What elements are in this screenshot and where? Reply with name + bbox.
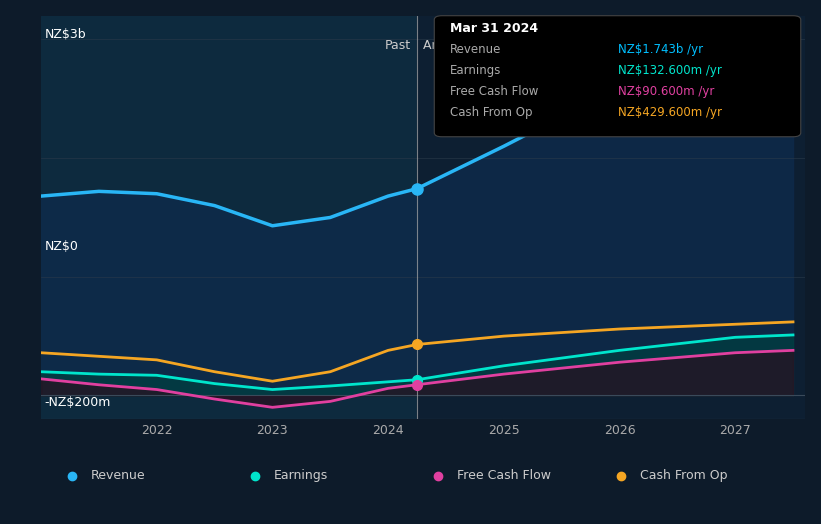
Bar — [417, 16, 805, 419]
Text: Cash From Op: Cash From Op — [450, 106, 532, 119]
Text: -NZ$200m: -NZ$200m — [45, 396, 111, 409]
Text: NZ$0: NZ$0 — [45, 239, 79, 253]
Text: NZ$90.600m /yr: NZ$90.600m /yr — [617, 85, 714, 97]
Text: Cash From Op: Cash From Op — [640, 469, 728, 482]
Text: NZ$3b: NZ$3b — [45, 28, 86, 41]
Text: Revenue: Revenue — [450, 43, 501, 56]
Text: Mar 31 2024: Mar 31 2024 — [450, 22, 538, 35]
Text: NZ$1.743b /yr: NZ$1.743b /yr — [617, 43, 703, 56]
Text: Earnings: Earnings — [450, 64, 501, 77]
Text: NZ$132.600m /yr: NZ$132.600m /yr — [617, 64, 722, 77]
Text: Earnings: Earnings — [274, 469, 328, 482]
FancyBboxPatch shape — [434, 16, 800, 137]
Text: Free Cash Flow: Free Cash Flow — [457, 469, 551, 482]
Text: Revenue: Revenue — [90, 469, 145, 482]
Bar — [41, 16, 417, 419]
Text: Analysts Forecasts: Analysts Forecasts — [423, 38, 539, 51]
Text: Free Cash Flow: Free Cash Flow — [450, 85, 538, 97]
Text: Past: Past — [385, 38, 411, 51]
Text: NZ$429.600m /yr: NZ$429.600m /yr — [617, 106, 722, 119]
